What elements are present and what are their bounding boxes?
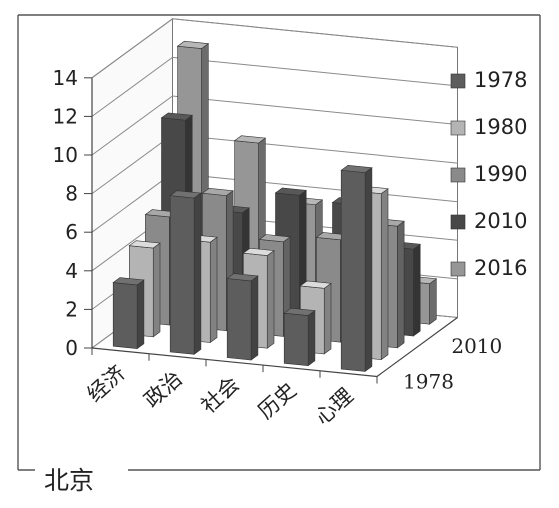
bar-top xyxy=(112,277,145,286)
y-tick-label: 6 xyxy=(65,220,78,244)
bar-front xyxy=(226,278,252,361)
y-tick-label: 14 xyxy=(53,66,78,90)
depth-axis-labels: 1978 2010 xyxy=(403,334,502,393)
bar-front xyxy=(169,195,195,355)
bar-top xyxy=(274,187,308,196)
bar-top xyxy=(169,190,202,199)
bar-top xyxy=(176,40,210,49)
bar-top xyxy=(242,247,275,256)
legend-label: 2010 xyxy=(474,209,527,233)
depth-tick-label: 1978 xyxy=(403,370,454,394)
category-label: 历史 xyxy=(254,378,301,424)
legend-item: 1978 xyxy=(450,68,527,92)
bar-side xyxy=(307,309,316,367)
gridline xyxy=(91,95,458,156)
bar-1978-社会 xyxy=(226,273,259,361)
bar-side xyxy=(250,275,259,361)
bar-top xyxy=(128,240,161,249)
legend-swatch xyxy=(450,73,466,89)
category-label: 心理 xyxy=(311,384,358,430)
legend-item: 2010 xyxy=(450,209,527,233)
bar-top xyxy=(160,112,194,121)
chart-caption: 北京 xyxy=(44,466,94,495)
gridline xyxy=(91,56,458,117)
bar-side xyxy=(209,236,218,344)
bar-top xyxy=(299,280,332,289)
caption-frame: 北京 xyxy=(17,14,541,495)
y-tick-label: 10 xyxy=(53,143,78,167)
legend-swatch xyxy=(450,167,466,183)
legend-swatch xyxy=(450,214,466,230)
bar-front xyxy=(340,169,366,372)
x-axis-line xyxy=(91,347,378,378)
bar-side xyxy=(380,188,389,361)
legend-label: 1978 xyxy=(474,68,527,92)
depth-axis-line xyxy=(376,317,458,377)
y-tick-label: 12 xyxy=(53,104,78,128)
y-tick-label: 8 xyxy=(65,182,78,206)
bar-top xyxy=(258,234,291,243)
legend-label: 2016 xyxy=(474,256,527,280)
y-tick-label: 4 xyxy=(65,259,78,283)
bars xyxy=(112,40,438,373)
bar-side xyxy=(397,220,405,349)
bar-side xyxy=(364,167,373,373)
depth-tick-label: 2010 xyxy=(451,334,502,358)
y-tick-label: 2 xyxy=(65,297,78,321)
bar-1978-政治 xyxy=(169,190,202,355)
bar-1978-经济 xyxy=(112,277,145,350)
y-tick-label: 0 xyxy=(65,336,78,360)
bar-top xyxy=(233,135,267,144)
category-label: 社会 xyxy=(197,372,244,418)
legend-item: 1990 xyxy=(450,162,527,186)
gridline xyxy=(91,18,458,79)
legend-label: 1990 xyxy=(474,162,527,186)
bar-top xyxy=(201,187,234,196)
legend-label: 1980 xyxy=(474,115,527,139)
legend-swatch xyxy=(450,261,466,277)
legend: 1978 1980 1990 2010 2016 xyxy=(450,68,527,280)
bar-side xyxy=(152,242,161,338)
bar-1978-历史 xyxy=(283,307,316,367)
bar-front xyxy=(112,282,138,349)
category-label: 经济 xyxy=(83,361,130,407)
legend-item: 2016 xyxy=(450,256,527,280)
category-label: 政治 xyxy=(140,366,187,412)
bar-1978-心理 xyxy=(340,164,373,373)
legend-item: 1980 xyxy=(450,115,527,139)
bar-top xyxy=(340,164,373,173)
bar-side xyxy=(413,243,421,337)
bar-side xyxy=(266,250,275,349)
legend-swatch xyxy=(450,120,466,136)
axes xyxy=(91,77,458,384)
bar-side xyxy=(136,279,145,350)
bar-top xyxy=(226,273,259,282)
bar-side xyxy=(323,282,332,355)
bar-side xyxy=(429,278,437,325)
bar-front xyxy=(283,312,309,367)
bar-side xyxy=(193,192,202,355)
y-axis-ticks: 0 2 4 6 8 10 12 14 xyxy=(53,66,92,360)
bar-top xyxy=(283,307,316,316)
